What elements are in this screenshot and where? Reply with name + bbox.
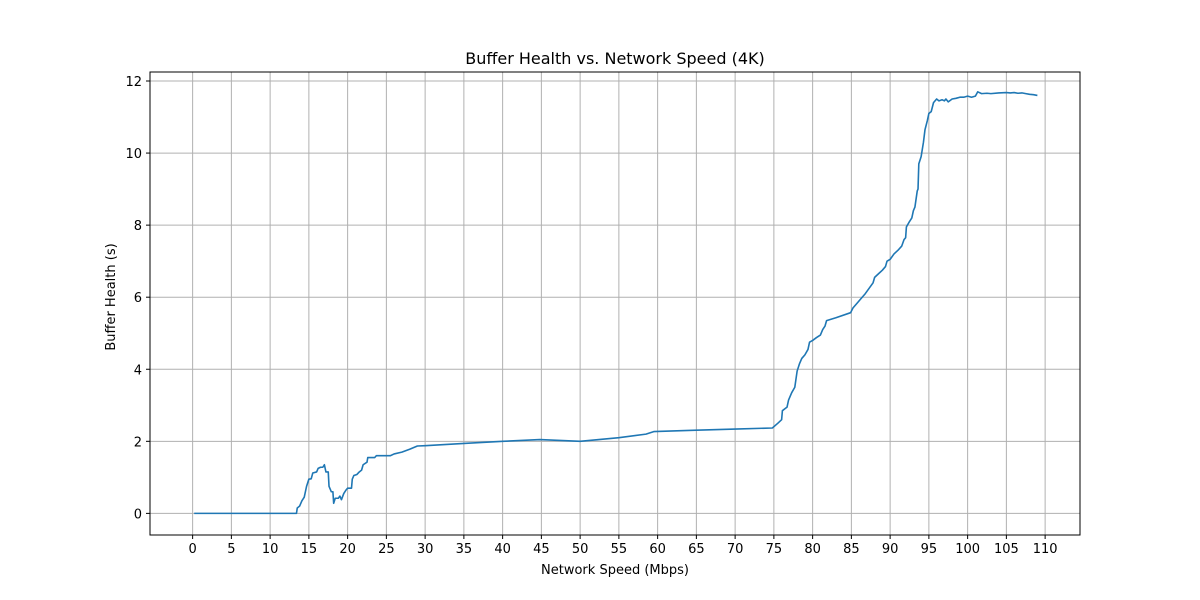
x-tick-label: 75 [766, 542, 783, 557]
x-tick-label: 100 [955, 542, 980, 557]
y-tick-label: 4 [134, 363, 142, 378]
grid [150, 72, 1080, 535]
x-tick-label: 45 [533, 542, 550, 557]
x-tick-label: 60 [649, 542, 666, 557]
x-tick-label: 80 [804, 542, 821, 557]
x-tick-label: 25 [378, 542, 395, 557]
y-tick-label: 8 [134, 219, 142, 234]
x-tick-label: 10 [262, 542, 279, 557]
y-tick-label: 0 [134, 507, 142, 522]
x-axis-label: Network Speed (Mbps) [541, 563, 689, 578]
x-tick-label: 20 [339, 542, 356, 557]
chart-title: Buffer Health vs. Network Speed (4K) [465, 49, 765, 68]
x-tick-label: 105 [994, 542, 1019, 557]
x-tick-label: 5 [227, 542, 235, 557]
x-tick-label: 90 [882, 542, 899, 557]
y-tick-label: 6 [134, 291, 142, 306]
y-tick-label: 12 [125, 75, 142, 90]
x-tick-label: 110 [1033, 542, 1058, 557]
x-tick-label: 30 [417, 542, 434, 557]
x-tick-label: 0 [188, 542, 196, 557]
x-tick-label: 50 [572, 542, 589, 557]
x-tick-label: 40 [494, 542, 511, 557]
x-tick-label: 35 [456, 542, 473, 557]
series-line-buffer-health [194, 91, 1038, 515]
y-tick-label: 10 [125, 147, 142, 162]
series-layer [194, 91, 1038, 515]
x-axis-ticks: 0 5 10 15 20 25 30 35 40 45 50 55 60 65 70 75 80 85 90 95 10… [188, 535, 1058, 557]
x-tick-label: 15 [301, 542, 318, 557]
y-tick-label: 2 [134, 435, 142, 450]
x-tick-label: 70 [727, 542, 744, 557]
y-axis-ticks: 0 2 4 6 8 10 12 [125, 75, 150, 522]
plot-frame [149, 71, 1081, 536]
y-axis-label: Buffer Health (s) [104, 243, 119, 350]
x-tick-label: 55 [611, 542, 628, 557]
x-tick-label: 95 [921, 542, 938, 557]
x-tick-label: 85 [843, 542, 860, 557]
x-tick-label: 65 [688, 542, 705, 557]
